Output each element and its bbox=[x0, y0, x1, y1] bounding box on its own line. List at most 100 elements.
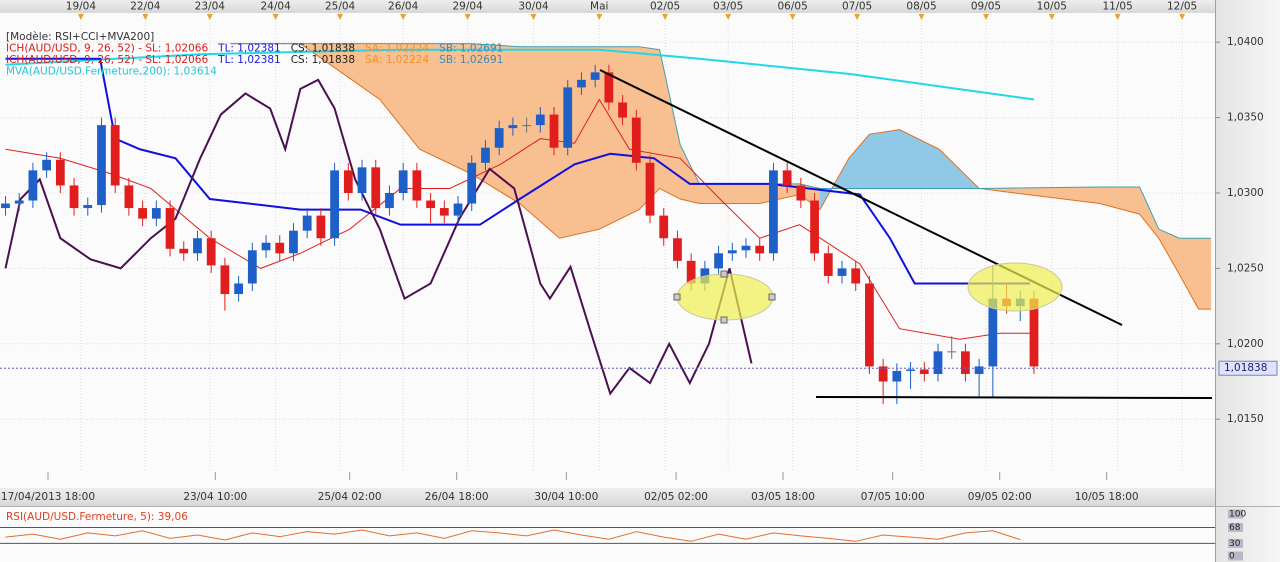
candle-body bbox=[823, 253, 833, 276]
candle-body bbox=[673, 238, 682, 261]
candle-body bbox=[947, 351, 957, 353]
handle bbox=[768, 293, 776, 301]
indicator-line bbox=[5, 57, 1030, 285]
rsi-panel bbox=[0, 507, 1215, 562]
legend-entry: TL: 1,02381 bbox=[217, 54, 281, 66]
legend-entry: SB: 1,02691 bbox=[439, 54, 503, 66]
candle-body bbox=[577, 79, 586, 88]
highlight-ellipse[interactable] bbox=[676, 273, 774, 321]
x-tick-label: 09/05 02:00 bbox=[968, 491, 1032, 503]
x-tick-label: 29/04 bbox=[452, 1, 483, 13]
y-tick-label: 1,0300 bbox=[1227, 187, 1264, 199]
candle-body bbox=[906, 369, 915, 371]
candle-body bbox=[138, 208, 148, 219]
handle bbox=[673, 293, 681, 301]
highlight-ellipse[interactable] bbox=[967, 262, 1063, 312]
candle-body bbox=[385, 192, 394, 209]
x-tick bbox=[206, 14, 213, 20]
candle-body bbox=[179, 248, 189, 254]
x-tick bbox=[1179, 14, 1186, 20]
top-date-strip bbox=[0, 0, 1215, 13]
rsi-line bbox=[5, 529, 1021, 542]
y-tick-box bbox=[1228, 538, 1243, 548]
y-tick-label: 0 bbox=[1229, 552, 1235, 562]
candle-body bbox=[97, 125, 106, 206]
y-tick-label: 1,0150 bbox=[1227, 413, 1264, 425]
y-tick-box bbox=[1228, 522, 1243, 532]
x-tick-label: 08/05 bbox=[906, 1, 936, 13]
x-tick-label: 23/04 bbox=[195, 1, 226, 13]
x-tick bbox=[337, 14, 344, 20]
candle-body bbox=[659, 215, 669, 239]
candle-body bbox=[796, 185, 806, 201]
x-tick-label: 26/04 18:00 bbox=[425, 491, 489, 503]
x-tick-label: 12/05 bbox=[1167, 1, 1197, 13]
candle-body bbox=[357, 167, 367, 193]
x-tick-label: 17/04/2013 18:00 bbox=[1, 491, 95, 503]
x-tick-label: 25/04 bbox=[325, 1, 356, 13]
x-tick-label: 02/05 02:00 bbox=[644, 491, 708, 503]
candle-body bbox=[371, 167, 381, 209]
x-tick-label: 23/04 10:00 bbox=[183, 491, 247, 503]
candle-body bbox=[727, 250, 737, 254]
candle-body bbox=[782, 170, 792, 186]
candles bbox=[1, 64, 1039, 405]
candle-body bbox=[193, 238, 202, 254]
legend-entry: SA: 1,02224 bbox=[365, 43, 429, 55]
x-tick bbox=[1114, 14, 1121, 20]
candle-body bbox=[124, 185, 134, 209]
candle-body bbox=[110, 125, 120, 186]
legend-entry: SB: 1,02691 bbox=[439, 43, 503, 55]
candle-body bbox=[439, 208, 449, 216]
support-line[interactable] bbox=[815, 396, 1213, 399]
x-tick-label: 09/05 bbox=[971, 1, 1001, 13]
candle-body bbox=[865, 283, 874, 367]
legend-entry: MVA(AUD/USD.Fermeture,200): 1,03614 bbox=[6, 66, 217, 78]
cloud-segment bbox=[869, 129, 900, 189]
x-tick bbox=[982, 14, 989, 20]
candle-body bbox=[275, 242, 285, 254]
candle-body bbox=[55, 159, 65, 186]
x-tick-label: Mai bbox=[590, 1, 608, 13]
x-tick bbox=[77, 14, 84, 20]
legend-entry: TL: 1,02381 bbox=[217, 43, 281, 55]
x-tick bbox=[400, 14, 407, 20]
x-tick bbox=[1048, 14, 1055, 20]
legend-entry: ICH(AUD/USD, 9, 26, 52) - SL: 1,02066 bbox=[6, 43, 208, 55]
legend-line: ICH(AUD/USD, 9, 26, 52) - SL: 1,02066 TL:… bbox=[6, 54, 503, 66]
x-tick bbox=[464, 14, 471, 20]
candle-body bbox=[481, 147, 490, 163]
handle bbox=[720, 270, 728, 278]
candle-body bbox=[494, 128, 504, 148]
candle-body bbox=[247, 250, 257, 284]
y-tick-label: 1,0200 bbox=[1227, 338, 1264, 350]
ichimoku-cloud bbox=[230, 43, 1212, 311]
candle-body bbox=[467, 162, 477, 204]
x-tick bbox=[854, 14, 861, 20]
candle-body bbox=[988, 298, 998, 367]
candle-body bbox=[453, 203, 463, 216]
y-tick-label: 1,0350 bbox=[1227, 112, 1264, 124]
y-tick-box bbox=[1228, 509, 1243, 519]
last-price-label: 1,01838 bbox=[1224, 362, 1267, 374]
candle-body bbox=[645, 162, 655, 216]
candle-body bbox=[302, 215, 312, 231]
x-tick bbox=[725, 14, 732, 20]
rsi-title: RSI(AUD/USD.Fermeture, 5): 39,06 bbox=[6, 511, 188, 523]
candle-body bbox=[755, 245, 765, 254]
x-tick bbox=[918, 14, 925, 20]
x-tick bbox=[596, 14, 603, 20]
y-tick-label: 68 bbox=[1229, 523, 1241, 533]
candle-body bbox=[892, 370, 902, 382]
candle-body bbox=[604, 72, 614, 103]
candle-body bbox=[961, 351, 970, 374]
candle-body bbox=[741, 245, 751, 251]
y-tick-label: 30 bbox=[1229, 539, 1241, 549]
candle-body bbox=[974, 366, 984, 374]
candle-body bbox=[412, 170, 422, 201]
x-tick bbox=[662, 14, 669, 20]
candle-body bbox=[261, 242, 271, 251]
candle-body bbox=[28, 170, 38, 201]
last-price-box bbox=[1218, 360, 1278, 376]
